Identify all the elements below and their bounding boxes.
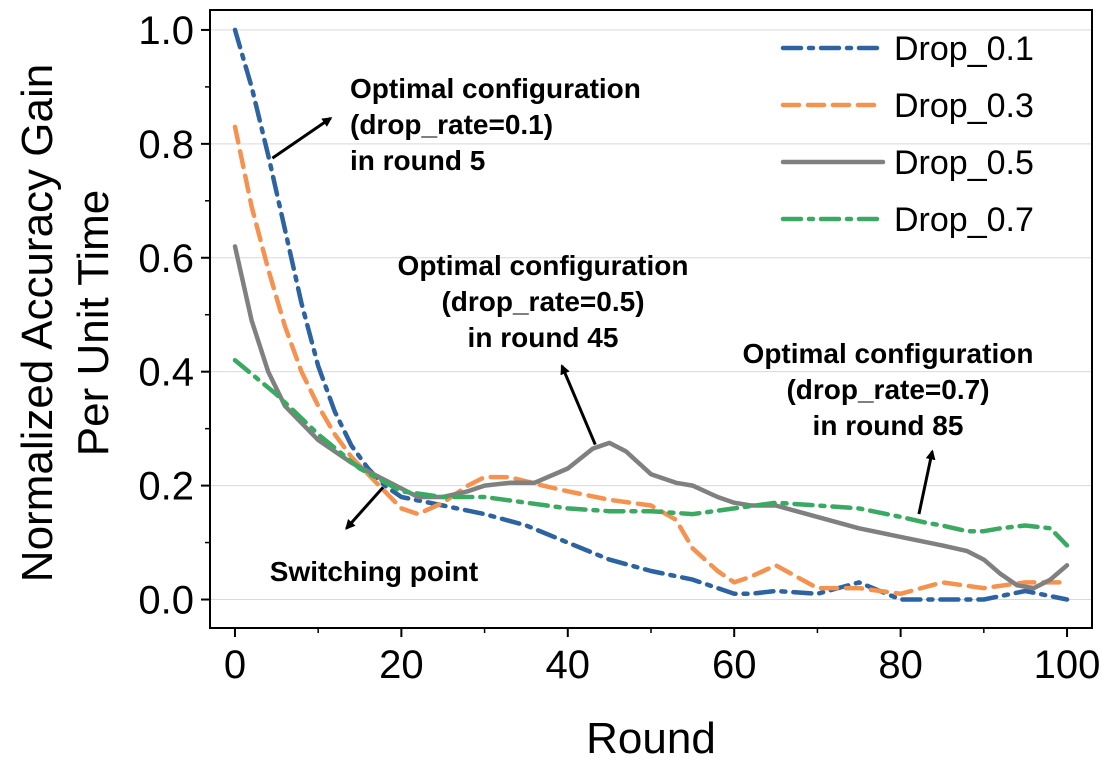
y-tick-label: 0.6 bbox=[138, 237, 194, 281]
annotation-text: (drop_rate=0.1) bbox=[350, 109, 553, 140]
y-axis-title-line: Per Unit Time bbox=[69, 190, 118, 457]
x-axis-title: Round bbox=[586, 714, 716, 763]
legend-label: Drop_0.1 bbox=[894, 30, 1034, 68]
axes: 0.0 0.2 0.4 0.6 0.8 1.0 0 20 40 60 80 100 Round Norma… bbox=[13, 9, 1100, 763]
series-lines bbox=[232, 27, 1070, 602]
annotation-arrow bbox=[271, 116, 333, 160]
legend-label: Drop_0.3 bbox=[894, 87, 1034, 125]
legend-label: Drop_0.5 bbox=[894, 144, 1034, 182]
series-line-drop-0-3 bbox=[232, 124, 1070, 597]
x-tick-label: 80 bbox=[878, 643, 923, 687]
annotation-text: Switching point bbox=[270, 556, 478, 587]
y-axis-title: Normalized Accuracy Gain Per Unit Time bbox=[13, 64, 118, 582]
annotation-text: in round 5 bbox=[350, 145, 485, 176]
annotation-arrow bbox=[560, 364, 597, 446]
annotation-arrow bbox=[917, 449, 936, 515]
annotation-text: (drop_rate=0.7) bbox=[786, 374, 989, 405]
legend-label: Drop_0.7 bbox=[894, 201, 1034, 239]
annotation-arrow bbox=[345, 486, 385, 530]
annotation-text: Optimal configuration bbox=[350, 73, 641, 104]
annotation-text: in round 85 bbox=[813, 410, 964, 441]
series-line-drop-0-7 bbox=[232, 358, 1070, 548]
y-tick-label: 0.2 bbox=[138, 465, 194, 509]
x-tick-label: 20 bbox=[379, 643, 424, 687]
annotation: Switching point bbox=[270, 486, 478, 587]
annotation-text: (drop_rate=0.5) bbox=[441, 286, 644, 317]
y-tick-label: 0.4 bbox=[138, 351, 194, 395]
legend: Drop_0.1 Drop_0.3 Drop_0.5 Drop_0.7 bbox=[780, 30, 1034, 239]
annotation-text: Optimal configuration bbox=[743, 338, 1034, 369]
annotation-text: Optimal configuration bbox=[398, 250, 689, 281]
x-tick-label: 100 bbox=[1034, 643, 1101, 687]
y-tick-label: 0.8 bbox=[138, 123, 194, 167]
y-axis-title-line: Normalized Accuracy Gain bbox=[13, 64, 62, 582]
annotation: Optimal configuration (drop_rate=0.7)in r… bbox=[743, 338, 1034, 515]
annotation: Optimal configuration (drop_rate=0.5)in r… bbox=[398, 250, 689, 446]
x-tick-label: 60 bbox=[712, 643, 757, 687]
annotations: Optimal configuration (drop_rate=0.1)in r… bbox=[270, 73, 1034, 587]
annotation-text: in round 45 bbox=[468, 322, 619, 353]
y-tick-label: 0.0 bbox=[138, 579, 194, 623]
x-tick-label: 0 bbox=[224, 643, 246, 687]
x-tick-label: 40 bbox=[546, 643, 591, 687]
y-tick-label: 1.0 bbox=[138, 9, 194, 53]
annotation: Optimal configuration (drop_rate=0.1)in r… bbox=[271, 73, 641, 176]
